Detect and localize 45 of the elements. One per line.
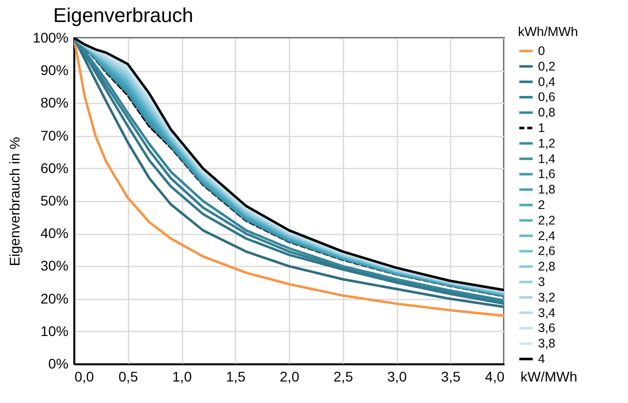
x-axis-title: kW/MWh [520, 368, 578, 384]
y-tick-label: 0% [48, 356, 68, 372]
legend-label: 0,6 [538, 90, 556, 104]
legend-label: 0,2 [538, 59, 556, 74]
legend-label: 2,2 [538, 213, 556, 228]
legend-label: 3,6 [538, 321, 556, 336]
y-tick-label: 50% [40, 192, 68, 208]
x-tick-label: 3,5 [441, 368, 461, 384]
legend-label: 3 [538, 275, 545, 289]
legend-label: 3,4 [538, 306, 556, 320]
legend-label: 1 [538, 121, 545, 135]
y-axis-title: Eigenverbrauch in % [6, 136, 23, 266]
x-tick-label: 1,0 [172, 368, 192, 384]
y-tick-label: 90% [40, 62, 68, 78]
y-tick-label: 70% [40, 127, 68, 144]
legend-label: 4 [538, 352, 545, 366]
y-tick-label: 10% [40, 322, 68, 339]
x-tick-label: 1,5 [226, 368, 246, 384]
legend-label: 2,8 [538, 260, 556, 274]
chart-title: Eigenverbrauch [53, 5, 194, 27]
legend-label: 1,4 [538, 152, 556, 166]
y-tick-label: 40% [40, 225, 68, 242]
legend-label: 3,2 [538, 290, 556, 304]
legend-label: 0,4 [538, 74, 556, 89]
x-tick-label: 4,0 [485, 368, 505, 384]
x-tick-label: 2,0 [280, 368, 300, 384]
legend-label: 2,6 [538, 244, 556, 258]
legend-label: 0 [538, 44, 545, 58]
legend-label: 1,2 [538, 136, 556, 150]
legend-label: 1,6 [538, 167, 556, 182]
legend-label: 3,8 [538, 336, 556, 351]
y-tick-label: 20% [40, 290, 68, 306]
y-tick-label: 30% [40, 258, 68, 274]
y-tick-label: 60% [40, 160, 68, 176]
x-tick-label: 0,0 [74, 368, 94, 384]
x-tick-label: 2,5 [334, 368, 354, 384]
legend-label: 0,8 [538, 106, 556, 120]
legend-label: 2 [538, 198, 545, 212]
x-tick-label: 0,5 [118, 368, 138, 384]
legend-label: 1,8 [538, 182, 556, 197]
legend-title: kWh/MWh [518, 24, 578, 39]
x-tick-label: 3,0 [387, 368, 407, 384]
legend-label: 2,4 [538, 228, 556, 243]
y-tick-label: 80% [40, 94, 68, 111]
y-tick-label: 100% [32, 30, 68, 46]
